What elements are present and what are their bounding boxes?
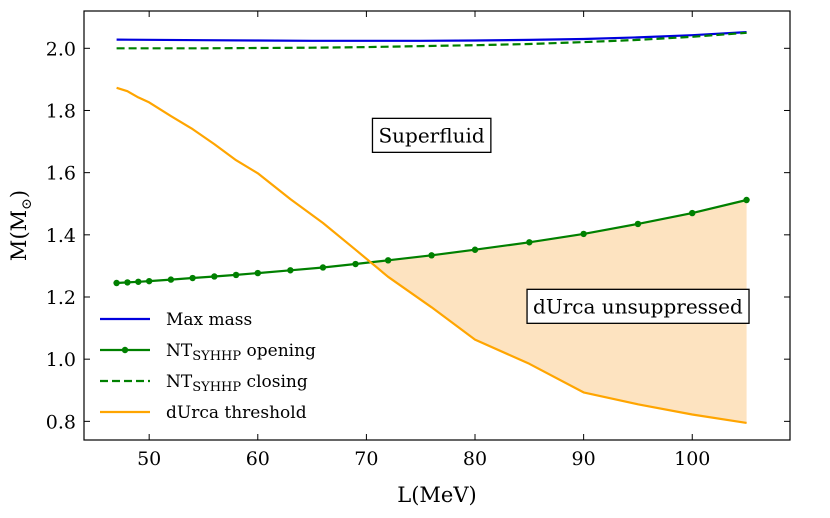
y-axis-label: M(M⊙) — [7, 190, 35, 261]
y-tick-label: 0.8 — [46, 411, 76, 433]
nt-opening-point — [135, 278, 142, 285]
nt-opening-point — [428, 252, 435, 259]
legend-label: dUrca threshold — [166, 403, 307, 423]
legend-label: NTSYHHP opening — [166, 341, 316, 364]
nt-opening-point — [319, 264, 327, 271]
legend-label-main: Max mass — [166, 310, 252, 330]
legend-label-subscript: SYHHP — [192, 349, 241, 364]
nt-opening-point — [352, 260, 359, 268]
legend-label-main: NT — [166, 341, 193, 361]
x-tick-label: 100 — [674, 448, 710, 470]
annotation-box — [526, 288, 750, 324]
x-tick-label: 60 — [246, 448, 270, 470]
nt-opening-point — [167, 276, 175, 283]
series-layer — [113, 31, 750, 424]
y-axis-label-close: ) — [7, 190, 31, 198]
legend-label-suffix: opening — [241, 341, 316, 361]
y-tick-label: 1.0 — [46, 349, 76, 371]
nt-opening-point — [287, 267, 294, 274]
plot-frame — [83, 10, 791, 441]
nt-opening-point — [189, 274, 196, 282]
tick-layer: 50 60 70 80 90 100 0.8 1.0 1.2 1.4 1.6 1.8 2.0 — [46, 11, 790, 470]
durca-unsuppressed-annotation: dUrca unsuppressed — [526, 288, 750, 324]
y-axis-label-subscript: ⊙ — [19, 198, 35, 210]
nt-opening-point — [384, 257, 392, 264]
nt-opening-point — [526, 239, 533, 246]
superfluid-annotation: Superfluid — [371, 117, 492, 153]
legend-label: Max mass — [166, 310, 252, 330]
durca-threshold-line — [116, 86, 747, 424]
annotation-box — [371, 117, 492, 153]
nt-opening-point — [743, 196, 750, 204]
y-tick-label: 1.4 — [46, 225, 76, 247]
x-tick-label: 90 — [572, 448, 596, 470]
annotation-layer: Superfluid dUrca unsuppressed — [371, 117, 750, 324]
annotation-text: Superfluid — [378, 123, 484, 147]
nt-closing-line — [116, 31, 747, 50]
nt-opening-point — [689, 209, 696, 217]
x-tick-label: 70 — [354, 448, 378, 470]
nt-opening-point — [211, 273, 218, 280]
legend-label: NTSYHHP closing — [166, 372, 308, 395]
x-axis-label: L(MeV) — [397, 483, 476, 507]
nt-opening-point — [232, 271, 240, 279]
y-axis-label-main: M(M — [7, 210, 31, 261]
legend-marker — [121, 346, 129, 354]
y-tick-label: 1.2 — [46, 287, 76, 309]
nt-opening-point — [113, 279, 120, 287]
legend-label-subscript: SYHHP — [192, 380, 241, 395]
x-tick-label: 80 — [463, 448, 487, 470]
legend-label-main: NT — [166, 372, 193, 392]
legend-label-suffix: closing — [241, 372, 308, 392]
nt-opening-point — [471, 246, 479, 253]
nt-opening-point — [254, 269, 261, 277]
y-tick-label: 1.6 — [46, 163, 76, 185]
y-tick-label: 1.8 — [46, 100, 76, 122]
nt-opening-point — [124, 279, 131, 286]
legend-label-main: dUrca threshold — [166, 403, 307, 423]
nt-opening-point — [580, 230, 587, 238]
nt-opening-point — [634, 220, 642, 228]
max-mass-line — [116, 31, 747, 42]
x-tick-label: 50 — [137, 448, 161, 470]
y-tick-label: 2.0 — [46, 38, 76, 60]
nt-opening-line — [116, 198, 747, 285]
nt-opening-point — [145, 277, 153, 285]
annotation-text: dUrca unsuppressed — [533, 294, 743, 318]
